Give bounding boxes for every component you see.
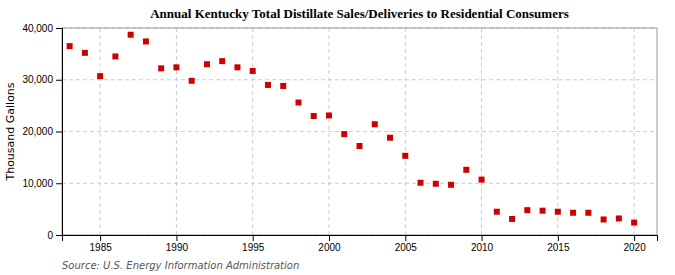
tick-mark — [405, 235, 406, 241]
tick: 20,000 — [22, 126, 62, 137]
tick-mark — [56, 28, 62, 29]
tick-mark — [558, 235, 559, 241]
tick-mark — [56, 132, 62, 133]
point — [341, 131, 347, 137]
tick-label: 1995 — [242, 242, 265, 253]
grid-line-x — [634, 28, 635, 235]
tick: 2000 — [318, 235, 341, 253]
tick-mark — [56, 183, 62, 184]
point — [524, 207, 530, 213]
tick-label: 0 — [47, 230, 53, 241]
point — [97, 73, 103, 79]
point — [234, 64, 240, 70]
y-axis-title: Thousand Gallons — [4, 82, 17, 181]
point — [250, 68, 256, 74]
tick-label: 20,000 — [22, 126, 53, 137]
plot-frame — [62, 28, 657, 235]
tick-mark — [176, 235, 177, 241]
tick: 10,000 — [22, 178, 62, 189]
point — [509, 216, 515, 222]
grid-line-x — [557, 28, 558, 235]
point — [387, 135, 393, 141]
point — [265, 82, 271, 88]
tick-label: 2000 — [318, 242, 341, 253]
point — [479, 177, 485, 183]
tick-label: 2010 — [471, 242, 494, 253]
tick-mark — [634, 235, 635, 241]
point — [448, 182, 454, 188]
tick: 2020 — [623, 235, 646, 253]
marks — [67, 32, 637, 226]
grid-line-y — [62, 79, 657, 80]
point — [280, 83, 286, 89]
annotation: Source: U.S. Energy Information Administ… — [62, 260, 299, 271]
point — [433, 181, 439, 187]
y-axis: 0 10,000 20,000 30,000 40,000 — [22, 23, 62, 241]
point — [616, 215, 622, 221]
x-axis: 1985 1990 1995 2000 2005 2010 2015 2020 — [63, 235, 658, 253]
tick: 1995 — [242, 235, 265, 253]
tick: 2005 — [395, 235, 418, 253]
tick: 1990 — [166, 235, 189, 253]
title: Annual Kentucky Total Distillate Sales/D… — [150, 6, 569, 21]
tick-label: 10,000 — [22, 178, 53, 189]
tick: 40,000 — [22, 23, 62, 34]
grid-line-y — [62, 131, 657, 132]
point — [418, 180, 424, 186]
point — [326, 112, 332, 118]
tick: 2015 — [547, 235, 570, 253]
point — [67, 43, 73, 49]
tick-mark — [253, 235, 254, 241]
tick-label: 2005 — [395, 242, 418, 253]
plot: 1985 1990 1995 2000 2005 2010 2015 2020 0 10,000 2… — [22, 23, 657, 253]
point — [295, 100, 301, 106]
tick-label: 30,000 — [22, 74, 53, 85]
point — [204, 61, 210, 67]
point — [143, 38, 149, 44]
tick-label: 2020 — [623, 242, 646, 253]
axis-line — [63, 236, 658, 242]
tick: 30,000 — [22, 74, 62, 85]
tick-mark — [329, 235, 330, 241]
point — [189, 78, 195, 84]
tick-label: 40,000 — [22, 23, 53, 34]
tick-mark — [56, 235, 62, 236]
point — [357, 143, 363, 149]
chart: 1985 1990 1995 2000 2005 2010 2015 2020 0 10,000 2… — [0, 0, 675, 275]
point — [173, 64, 179, 70]
point — [555, 209, 561, 215]
grid-line-x — [481, 28, 482, 235]
tick-label: 2015 — [547, 242, 570, 253]
tick-label: 1985 — [90, 242, 113, 253]
point — [463, 167, 469, 173]
tick-label: 1990 — [166, 242, 189, 253]
point — [112, 53, 118, 59]
point — [158, 65, 164, 71]
grid-line-y — [62, 183, 657, 184]
tick-mark — [100, 235, 101, 241]
point — [540, 208, 546, 214]
point — [372, 121, 378, 127]
point — [631, 220, 637, 226]
point — [128, 32, 134, 38]
point — [585, 210, 591, 216]
tick: 2010 — [471, 235, 494, 253]
grid — [62, 28, 657, 235]
tick-mark — [56, 80, 62, 81]
point — [311, 113, 317, 119]
tick-mark — [482, 235, 483, 241]
point — [402, 153, 408, 159]
point — [82, 50, 88, 56]
point — [570, 210, 576, 216]
point — [601, 216, 607, 222]
point — [219, 58, 225, 64]
point — [494, 209, 500, 215]
axis-line — [56, 29, 63, 236]
tick: 1985 — [90, 235, 113, 253]
tick: 0 — [47, 230, 62, 241]
